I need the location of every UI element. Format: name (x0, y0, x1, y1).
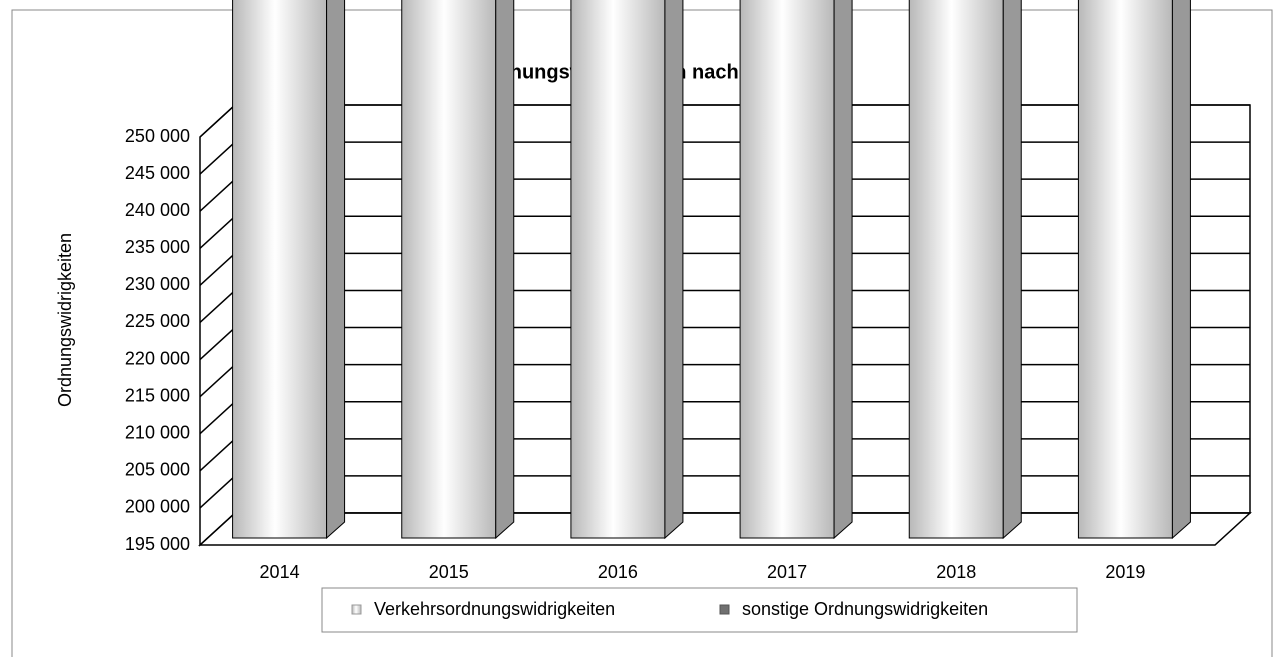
grid-line (199, 104, 236, 138)
x-tick-label: 2019 (1105, 562, 1145, 582)
grid-line (199, 252, 236, 286)
y-axis-title: Ordnungswidrigkeiten (55, 233, 75, 407)
y-tick-label: 250 000 (125, 126, 190, 146)
legend-label: sonstige Ordnungswidrigkeiten (742, 599, 988, 619)
y-tick-label: 235 000 (125, 237, 190, 257)
grid-line (199, 438, 236, 472)
y-tick-label: 215 000 (125, 385, 190, 405)
grid-line (199, 178, 236, 212)
bar-front (908, 0, 1004, 539)
y-tick-label: 225 000 (125, 311, 190, 331)
y-tick-label: 195 000 (125, 534, 190, 554)
y-tick-label: 230 000 (125, 274, 190, 294)
bar-front (570, 0, 666, 539)
bar-front (232, 0, 328, 539)
legend-swatch (351, 604, 362, 615)
grid-line (199, 141, 236, 175)
side-wall (199, 103, 236, 547)
legend-swatch (719, 604, 730, 615)
x-tick-label: 2018 (936, 562, 976, 582)
y-tick-label: 240 000 (125, 200, 190, 220)
x-tick-label: 2014 (260, 562, 300, 582)
bar-front (1077, 0, 1173, 539)
grid-line (199, 401, 236, 435)
bar-side (1002, 0, 1022, 540)
legend-label: Verkehrsordnungswidrigkeiten (374, 599, 615, 619)
grid-line (199, 289, 236, 324)
bar-side (495, 0, 515, 540)
y-tick-label: 200 000 (125, 497, 190, 517)
x-tick-label: 2015 (429, 562, 469, 582)
grid-line (199, 475, 236, 509)
grid-line (199, 364, 236, 398)
y-tick-label: 210 000 (125, 422, 190, 442)
y-tick-label: 220 000 (125, 348, 190, 368)
y-tick-label: 205 000 (125, 460, 190, 480)
bar-front (401, 0, 497, 539)
x-tick-label: 2017 (767, 562, 807, 582)
grid-line (199, 512, 236, 546)
x-tick-label: 2016 (598, 562, 638, 582)
bar-front (739, 0, 835, 539)
bar-side (1171, 0, 1191, 540)
grid-line (199, 326, 236, 361)
legend (321, 587, 1078, 633)
bar-side (833, 0, 853, 540)
bar-side (326, 0, 346, 540)
bar-side (664, 0, 684, 540)
y-tick-label: 245 000 (125, 163, 190, 183)
grid-line (199, 215, 236, 249)
